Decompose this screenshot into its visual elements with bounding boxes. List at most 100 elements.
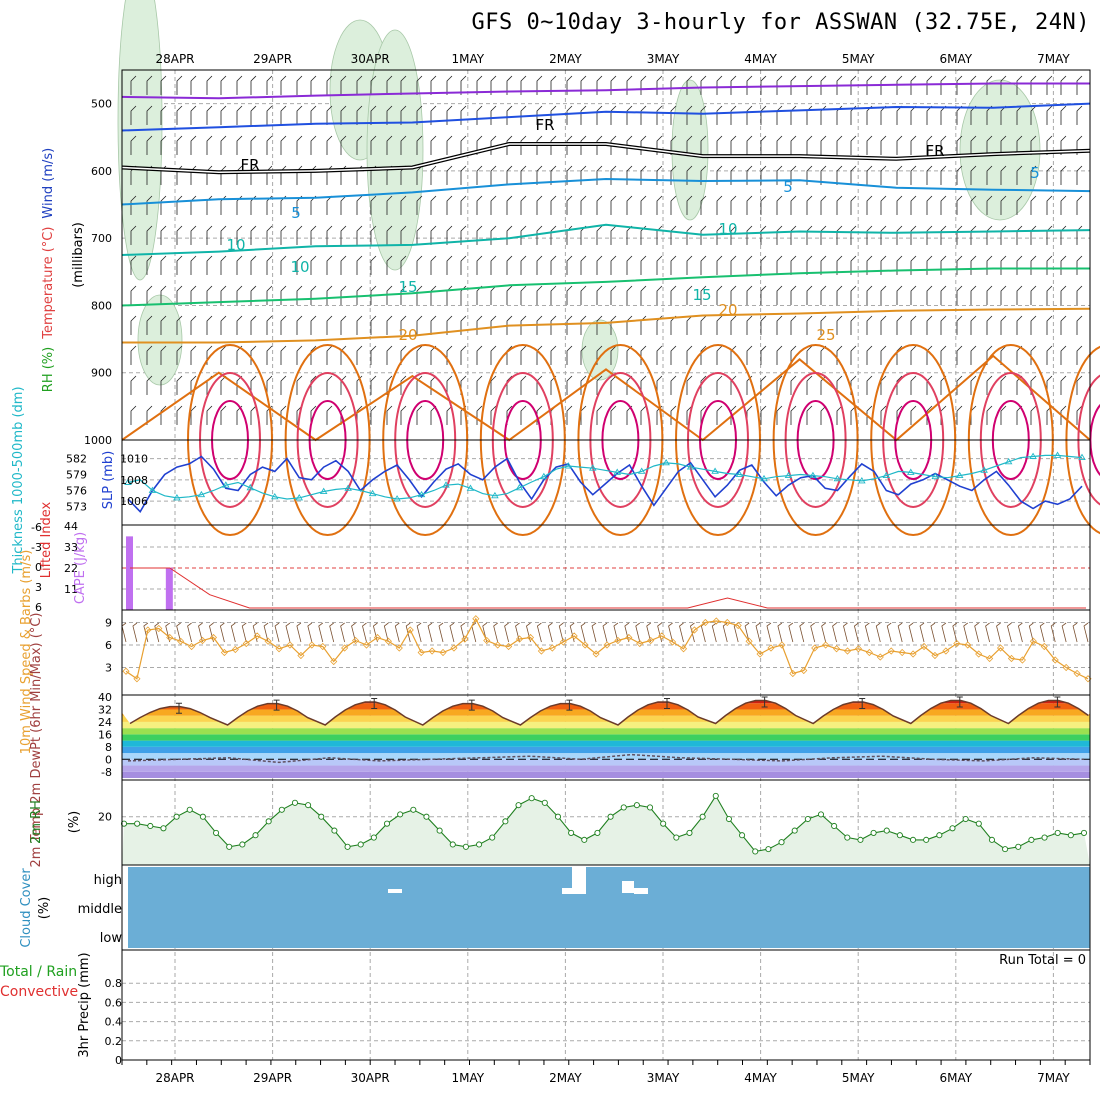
thickness-marker: [197, 490, 206, 498]
wind-barb: [296, 135, 303, 155]
wind-barb: [250, 75, 257, 95]
wind-speed-marker: [352, 636, 360, 645]
wind-barb-10m: [307, 622, 313, 643]
rh-shade: [581, 319, 619, 381]
thickness-ylabel: Thickness 1000-500mb (dm): [11, 386, 26, 574]
wind-barb: [760, 195, 767, 215]
temperature-band: [122, 771, 1090, 778]
rh-marker: [489, 834, 496, 841]
wind-barb: [220, 285, 227, 305]
wind-barb: [656, 225, 663, 245]
wind-barb: [866, 135, 873, 155]
wind-barb: [716, 75, 723, 95]
wind-barb: [686, 315, 693, 335]
wind-barb-10m: [777, 622, 783, 643]
wind-barb: [520, 285, 527, 305]
rh-marker: [410, 806, 417, 813]
wind-barb: [446, 135, 453, 155]
thickness-marker: [906, 468, 915, 475]
wind-barb: [506, 315, 513, 335]
wind-barb: [866, 75, 873, 95]
wind-barb: [716, 405, 723, 425]
wind-barb: [476, 105, 483, 125]
wind-barb: [1016, 315, 1023, 335]
wind-speed-marker: [887, 647, 895, 655]
wind-barb: [850, 285, 857, 305]
rh-marker: [528, 795, 535, 802]
wind-barb: [176, 225, 183, 245]
wind-barb: [460, 75, 467, 95]
rh-marker: [712, 792, 719, 799]
wind-barb-10m: [974, 622, 980, 643]
wind-barb: [820, 285, 827, 305]
wind-barb: [550, 75, 557, 95]
wind-barb: [190, 315, 197, 335]
wind-barb: [880, 255, 887, 275]
wind-barb: [490, 345, 497, 365]
slp-tick: 1010: [120, 453, 148, 466]
rh-marker: [462, 843, 469, 850]
wind-barb-10m: [438, 622, 444, 643]
bottom-date-label: 3MAY: [647, 1071, 680, 1085]
wind-barb: [1030, 345, 1037, 365]
temp-range-bar: [1054, 696, 1061, 708]
wind-barb: [776, 285, 783, 305]
temperature-band: [122, 759, 1090, 766]
thickness-marker: [466, 484, 475, 491]
rh-ylabel: 2m RH: [29, 800, 44, 844]
wind-barb: [280, 345, 287, 365]
wind-barb: [730, 375, 737, 395]
wind-barb: [400, 75, 407, 95]
wind-speed-marker: [745, 637, 753, 645]
wind-barb: [566, 165, 573, 185]
wind-barb: [506, 225, 513, 245]
wind-barb: [416, 405, 423, 425]
precip-tick: 0.2: [105, 1035, 123, 1048]
slp-ylabel: SLP (mb): [101, 451, 116, 510]
temp-range-bar: [468, 699, 475, 711]
rh-marker: [988, 836, 995, 843]
wind-barb: [536, 285, 543, 305]
wind-barb: [670, 195, 677, 215]
wind-barb: [416, 195, 423, 215]
wind-barb: [776, 105, 783, 125]
top-date-label: 5MAY: [842, 52, 875, 66]
thickness-marker: [442, 481, 450, 488]
temp-range-bar: [176, 702, 182, 714]
wind-barb: [880, 165, 887, 185]
wind-barb: [356, 75, 363, 95]
wind-speed-marker: [592, 650, 600, 658]
wind-speed-marker: [603, 641, 611, 649]
wind-speed-marker: [188, 642, 196, 651]
wind-barb: [700, 315, 707, 335]
wind-barb: [400, 405, 407, 425]
wind-barb: [1060, 75, 1067, 95]
rh-yunit: (%): [67, 811, 82, 834]
wind-barb: [370, 375, 377, 395]
wind-barb: [266, 105, 273, 125]
wind-barb: [370, 75, 377, 95]
wind-speed-marker: [439, 648, 447, 657]
wind-barb: [206, 75, 213, 95]
wind-barb: [626, 165, 633, 185]
rh-marker: [318, 813, 325, 820]
wind-barb: [836, 165, 843, 185]
contour-label: 20: [718, 301, 737, 319]
wind-barb: [776, 135, 783, 155]
wind-barb-10m: [646, 622, 652, 643]
wind-barb: [880, 75, 887, 95]
wind-barb: [550, 105, 557, 125]
wind-barb: [146, 75, 153, 95]
wind-speed-marker: [341, 644, 349, 652]
wind-barb: [430, 105, 437, 125]
temperature-contour: [121, 267, 1090, 307]
wind-barb: [746, 195, 753, 215]
wind-barb: [296, 285, 303, 305]
wind-barb: [836, 315, 843, 335]
wind-barb: [490, 375, 497, 395]
wind-barb: [700, 105, 707, 125]
wind-barb: [416, 225, 423, 245]
top-date-label: 4MAY: [744, 52, 777, 66]
wind-barb: [296, 315, 303, 335]
wind-speed-marker: [122, 667, 130, 675]
